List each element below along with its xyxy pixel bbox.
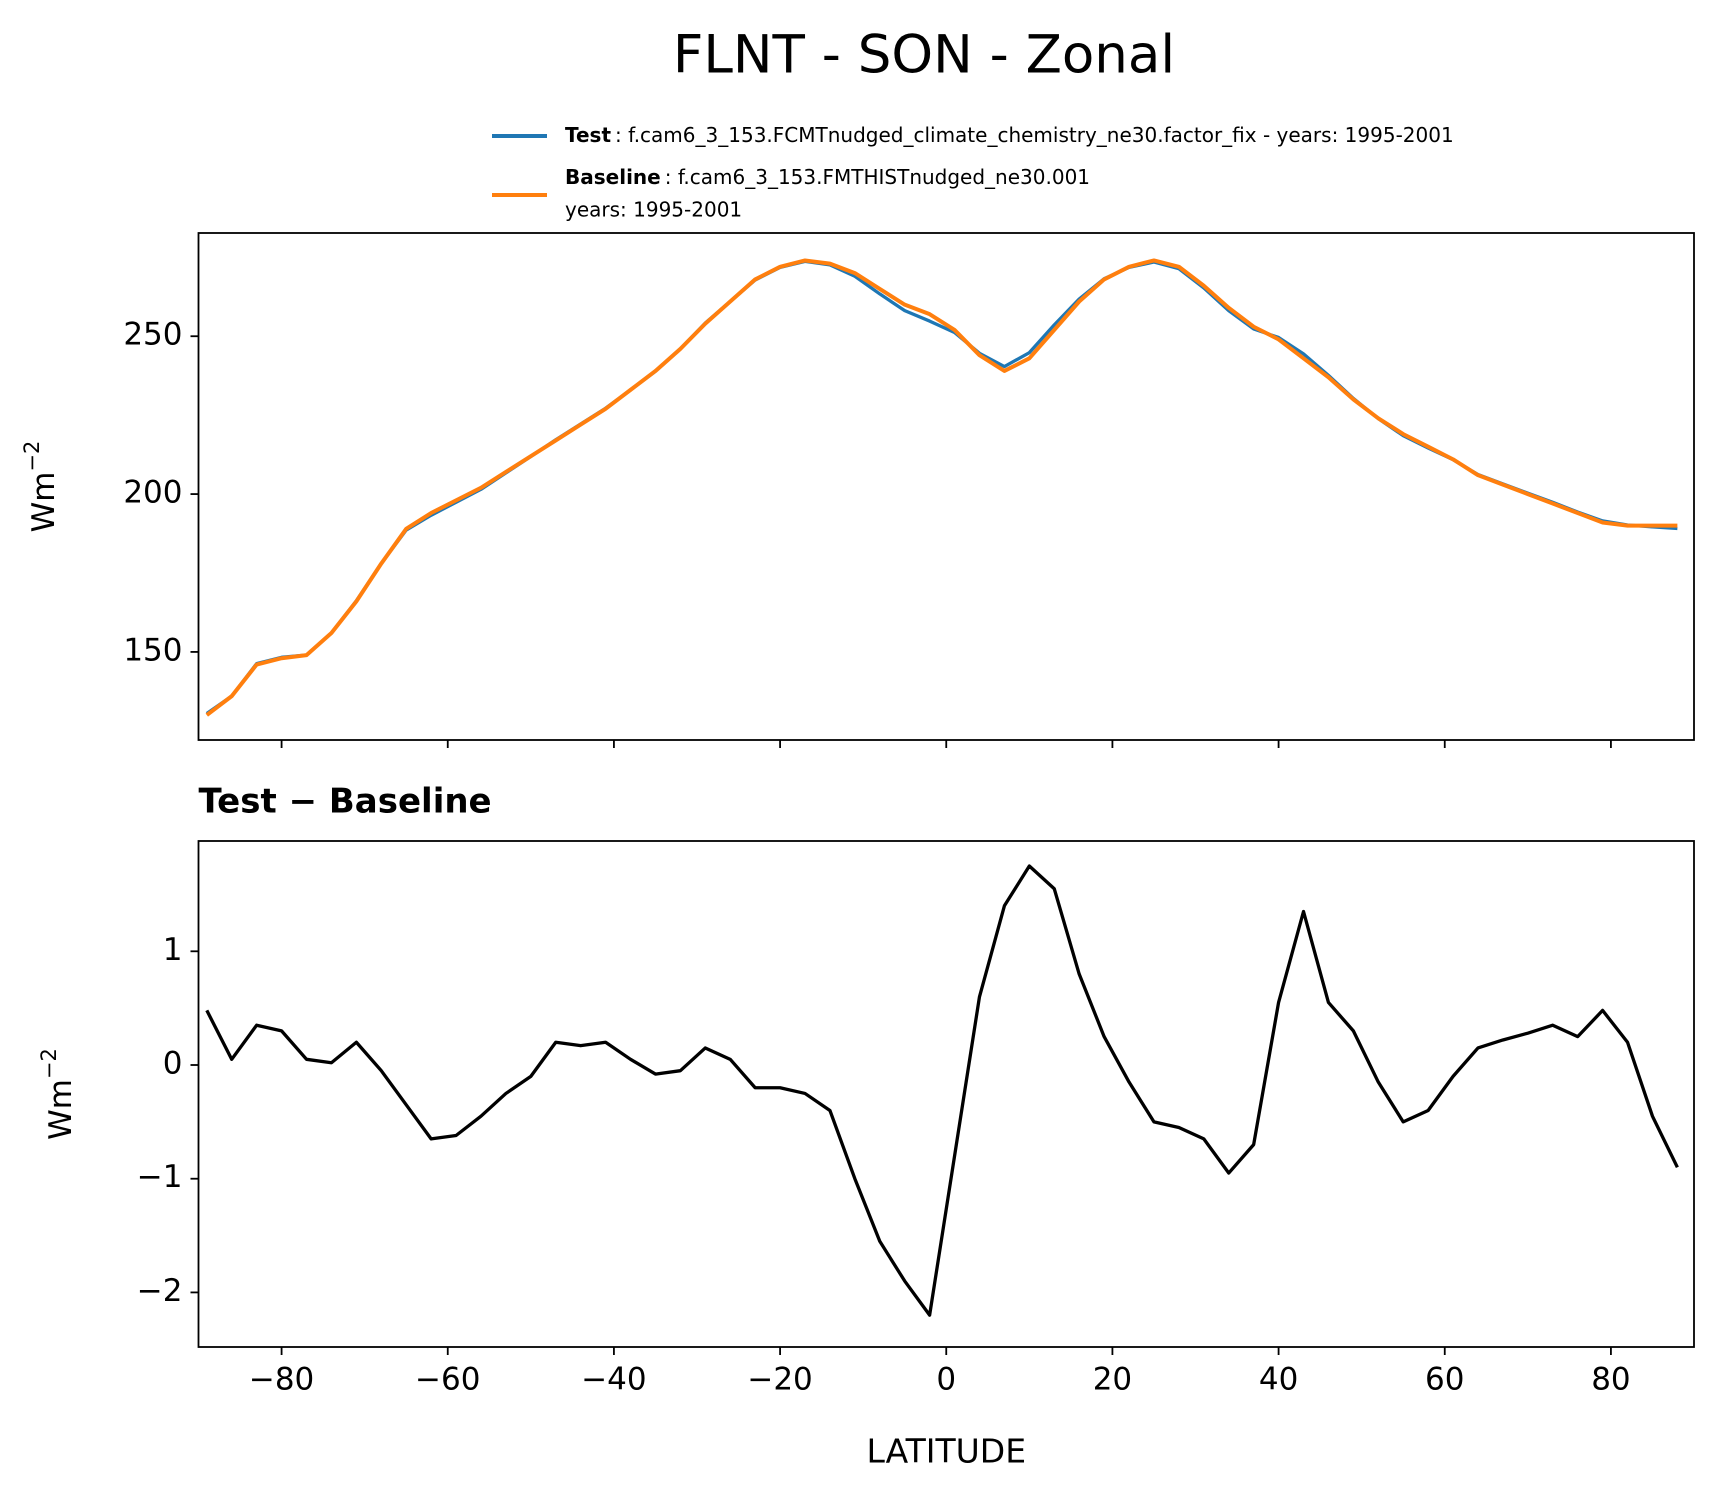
- x-tick-label: −60: [415, 1362, 480, 1398]
- y-axis-label-base: Wm: [43, 1079, 79, 1140]
- x-tick-label: −20: [747, 1362, 812, 1398]
- y-tick-label: −1: [137, 1159, 183, 1195]
- data-line: [205, 258, 1678, 717]
- legend-entry: Test: f.cam6_3_153.FCMTnudged_climate_ch…: [565, 123, 1454, 147]
- y-tick-label: −2: [137, 1273, 183, 1309]
- x-tick-label: 0: [936, 1362, 956, 1398]
- legend-entry: Baseline: f.cam6_3_153.FMTHISTnudged_ne3…: [565, 165, 1090, 189]
- y-tick-label: 200: [123, 475, 182, 511]
- y-axis-label-exponent: −2: [20, 441, 44, 472]
- y-tick-label: 0: [163, 1046, 183, 1082]
- y-axis-label-base: Wm: [26, 472, 62, 533]
- y-tick-label: 1: [163, 932, 183, 968]
- y-axis-label: Wm−2: [20, 441, 62, 533]
- x-tick-label: 80: [1591, 1362, 1630, 1398]
- y-axis-label-exponent: −2: [37, 1048, 61, 1079]
- x-tick-label: 20: [1093, 1362, 1132, 1398]
- y-axis-label: Wm−2: [37, 1048, 79, 1140]
- x-axis-label: LATITUDE: [866, 1432, 1026, 1471]
- legend-description: : f.cam6_3_153.FMTHISTnudged_ne30.001: [665, 165, 1090, 189]
- legend-name: Baseline: [565, 165, 661, 189]
- x-tick-label: 60: [1425, 1362, 1464, 1398]
- chart-title: FLNT - SON - Zonal: [673, 25, 1175, 86]
- x-tick-label: −40: [581, 1362, 646, 1398]
- y-tick-label: 250: [123, 317, 182, 353]
- y-tick-label: 150: [123, 632, 182, 668]
- x-tick-label: 40: [1259, 1362, 1298, 1398]
- legend-description-line: years: 1995-2001: [565, 198, 742, 222]
- axes-frame: [197, 840, 1695, 1348]
- x-tick-label: −80: [249, 1362, 314, 1398]
- axes-frame: [197, 232, 1695, 741]
- legend-name: Test: [565, 123, 611, 147]
- subplot-title: Test − Baseline: [199, 782, 492, 822]
- data-line: [205, 864, 1679, 1317]
- legend-description: : f.cam6_3_153.FCMTnudged_climate_chemis…: [615, 123, 1454, 147]
